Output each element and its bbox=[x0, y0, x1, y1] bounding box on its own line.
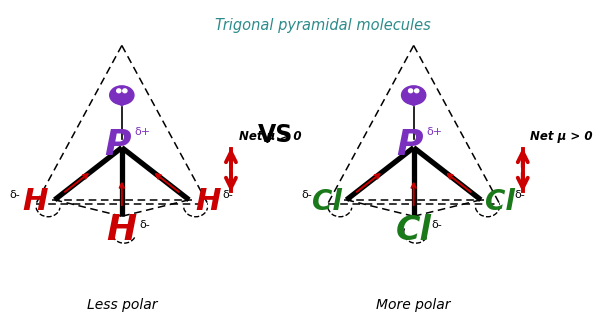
Text: δ-: δ- bbox=[222, 190, 233, 200]
Text: δ-: δ- bbox=[10, 190, 20, 200]
Circle shape bbox=[408, 89, 413, 93]
Text: Trigonal pyramidal molecules: Trigonal pyramidal molecules bbox=[215, 18, 430, 33]
Text: Cl: Cl bbox=[312, 188, 342, 216]
Text: Net μ > 0: Net μ > 0 bbox=[531, 130, 593, 143]
Polygon shape bbox=[115, 102, 128, 106]
Text: H: H bbox=[107, 213, 137, 247]
Text: δ-: δ- bbox=[432, 220, 442, 230]
Text: H: H bbox=[23, 187, 48, 216]
Text: H: H bbox=[196, 187, 221, 216]
Text: VS: VS bbox=[259, 123, 294, 147]
Circle shape bbox=[123, 89, 127, 93]
Circle shape bbox=[414, 89, 418, 93]
Text: P: P bbox=[396, 128, 423, 162]
Text: Less polar: Less polar bbox=[87, 298, 157, 312]
Text: δ-: δ- bbox=[140, 220, 150, 230]
Text: P: P bbox=[104, 128, 131, 162]
Circle shape bbox=[116, 89, 121, 93]
Text: δ+: δ+ bbox=[135, 127, 151, 136]
Text: More polar: More polar bbox=[376, 298, 451, 312]
Polygon shape bbox=[407, 102, 420, 106]
Text: Net μ > 0: Net μ > 0 bbox=[239, 130, 301, 143]
Ellipse shape bbox=[402, 86, 426, 105]
Text: δ-: δ- bbox=[301, 190, 312, 200]
Text: Cl: Cl bbox=[396, 214, 432, 247]
Ellipse shape bbox=[110, 86, 134, 105]
Text: δ+: δ+ bbox=[426, 127, 442, 136]
Text: δ-: δ- bbox=[514, 190, 525, 200]
Text: Cl: Cl bbox=[485, 188, 515, 216]
